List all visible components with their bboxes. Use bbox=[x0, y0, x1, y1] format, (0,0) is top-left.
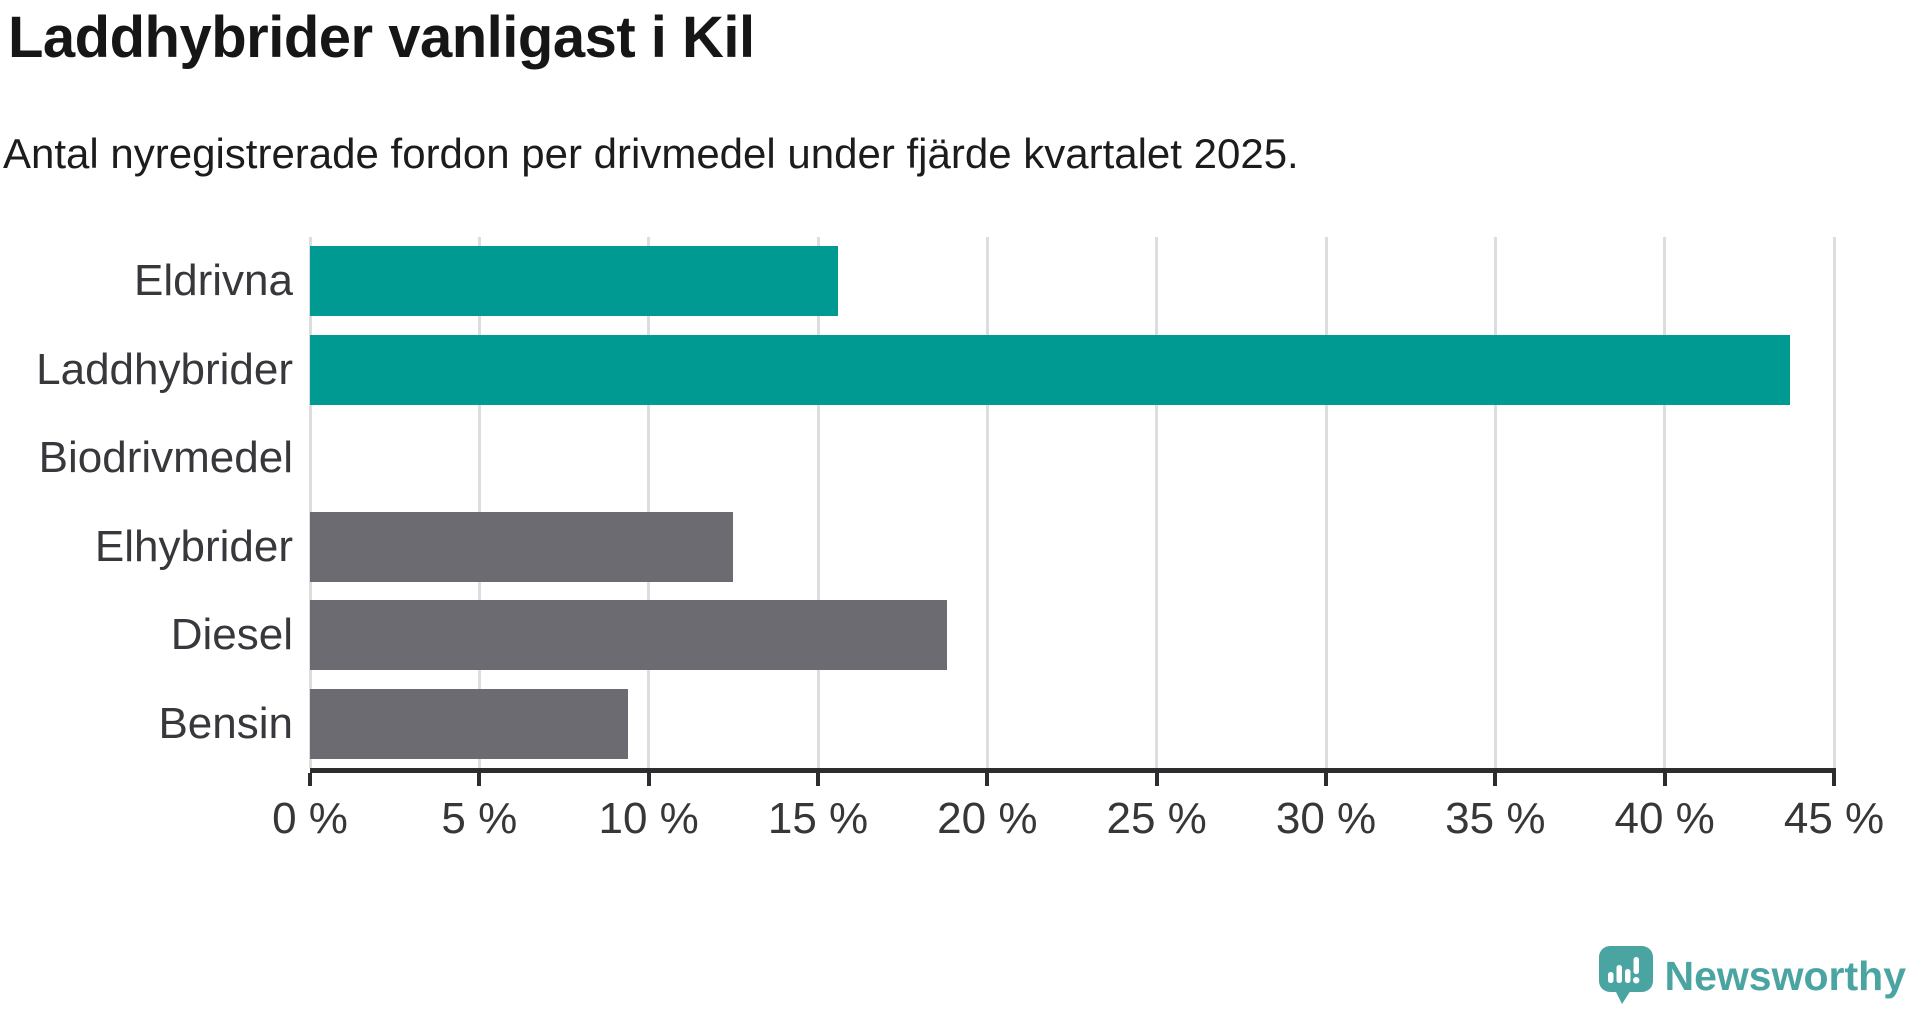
gridline-40 bbox=[1663, 237, 1667, 768]
x-tick-15 bbox=[816, 773, 820, 786]
gridline-5 bbox=[477, 237, 481, 768]
x-tick-45 bbox=[1832, 773, 1836, 786]
x-tick-label-25: 25 % bbox=[1106, 794, 1207, 843]
bar-row-laddhybrider bbox=[310, 326, 1834, 415]
x-tick-label-0: 0 % bbox=[272, 794, 348, 843]
category-label-eldrivna: Eldrivna bbox=[134, 256, 293, 306]
gridline-0 bbox=[308, 237, 312, 768]
x-tick-label-30: 30 % bbox=[1275, 794, 1377, 843]
gridline-15 bbox=[816, 237, 820, 768]
x-tick-label-15: 15 % bbox=[767, 794, 869, 843]
bar-row-biodrivmedel bbox=[310, 414, 1834, 503]
bar-laddhybrider bbox=[310, 334, 1790, 405]
category-label-elhybrider: Elhybrider bbox=[94, 521, 293, 571]
x-tick-label-20: 20 % bbox=[937, 794, 1038, 843]
newsworthy-branding: Newsworthy bbox=[1598, 946, 1907, 1006]
x-axis-line bbox=[310, 768, 1836, 773]
bar-eldrivna bbox=[310, 246, 839, 317]
bar-row-eldrivna bbox=[310, 237, 1834, 326]
gridline-10 bbox=[647, 237, 651, 768]
x-tick-10 bbox=[646, 773, 651, 786]
plot-area bbox=[308, 237, 1836, 768]
gridline-30 bbox=[1324, 237, 1328, 768]
bar-row-bensin bbox=[310, 680, 1834, 769]
x-tick-35 bbox=[1493, 773, 1498, 786]
x-tick-label-5: 5 % bbox=[441, 794, 518, 843]
x-tick-label-45: 45 % bbox=[1783, 794, 1885, 843]
x-tick-20 bbox=[985, 773, 990, 786]
chart-title: Laddhybrider vanligast i Kil bbox=[8, 5, 755, 70]
x-tick-0 bbox=[308, 773, 312, 786]
chart-subtitle: Antal nyregistrerade fordon per drivmede… bbox=[3, 130, 1299, 177]
newsworthy-logo-icon bbox=[1598, 946, 1653, 1004]
bar-diesel bbox=[310, 600, 947, 671]
bar-elhybrider bbox=[310, 511, 734, 582]
category-axis-labels: Eldrivna Laddhybrider Biodrivmedel Elhybrid… bbox=[0, 237, 293, 768]
category-label-bensin: Bensin bbox=[158, 698, 293, 748]
x-tick-25 bbox=[1154, 773, 1159, 786]
gridline-45 bbox=[1832, 237, 1836, 768]
category-label-biodrivmedel: Biodrivmedel bbox=[38, 433, 293, 483]
bar-row-diesel bbox=[310, 591, 1834, 680]
gridline-20 bbox=[985, 237, 989, 768]
x-tick-label-40: 40 % bbox=[1614, 794, 1715, 843]
x-tick-40 bbox=[1662, 773, 1667, 786]
bar-row-elhybrider bbox=[310, 503, 1834, 592]
x-tick-30 bbox=[1324, 773, 1328, 786]
bar-bensin bbox=[310, 688, 629, 759]
category-label-laddhybrider: Laddhybrider bbox=[36, 344, 293, 394]
category-label-diesel: Diesel bbox=[170, 610, 293, 660]
x-tick-label-10: 10 % bbox=[598, 794, 699, 843]
x-tick-label-35: 35 % bbox=[1445, 794, 1546, 843]
gridline-35 bbox=[1493, 237, 1497, 768]
gridline-25 bbox=[1155, 237, 1159, 768]
bar-rows bbox=[310, 237, 1834, 768]
x-tick-5 bbox=[477, 773, 482, 786]
newsworthy-wordmark: Newsworthy bbox=[1664, 952, 1907, 999]
